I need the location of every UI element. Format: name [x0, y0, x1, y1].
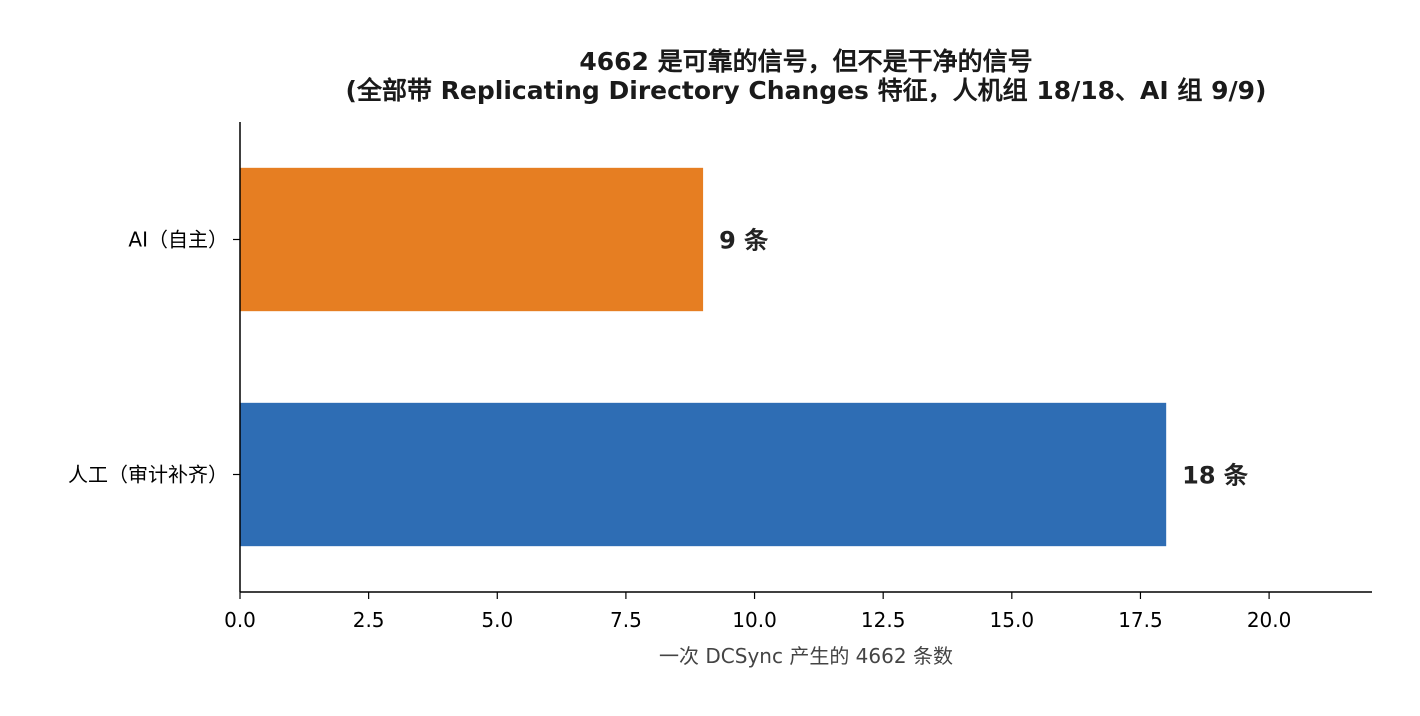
- x-tick-label-3: 7.5: [610, 608, 642, 632]
- chart-title-line-1: 4662 是可靠的信号，但不是干净的信号: [579, 47, 1032, 76]
- x-axis-label: 一次 DCSync 产生的 4662 条数: [659, 644, 953, 668]
- data-label-0: 9 条: [719, 227, 769, 255]
- y-tick-label-0: AI（自主）: [128, 228, 228, 252]
- x-tick-label-1: 2.5: [353, 608, 385, 632]
- y-ticks-group: AI（自主） 人工（审计补齐）: [68, 228, 240, 487]
- x-tick-label-0: 0.0: [224, 608, 256, 632]
- bars-group: 9 条 18 条: [240, 167, 1249, 547]
- bar-0: [240, 167, 704, 312]
- x-tick-label-8: 20.0: [1247, 608, 1292, 632]
- x-ticks-group: 0.0 2.5 5.0 7.5 10.0 12.5 15.0 17.5 20.0: [224, 592, 1291, 632]
- x-tick-label-4: 10.0: [732, 608, 777, 632]
- y-tick-label-1: 人工（审计补齐）: [68, 463, 228, 487]
- bar-1: [240, 402, 1167, 547]
- x-tick-label-6: 15.0: [990, 608, 1035, 632]
- data-label-1: 18 条: [1182, 462, 1249, 490]
- x-tick-label-5: 12.5: [861, 608, 906, 632]
- chart-title-line-2: (全部带 Replicating Directory Changes 特征，人机…: [346, 76, 1267, 105]
- x-tick-label-7: 17.5: [1118, 608, 1163, 632]
- x-tick-label-2: 5.0: [481, 608, 513, 632]
